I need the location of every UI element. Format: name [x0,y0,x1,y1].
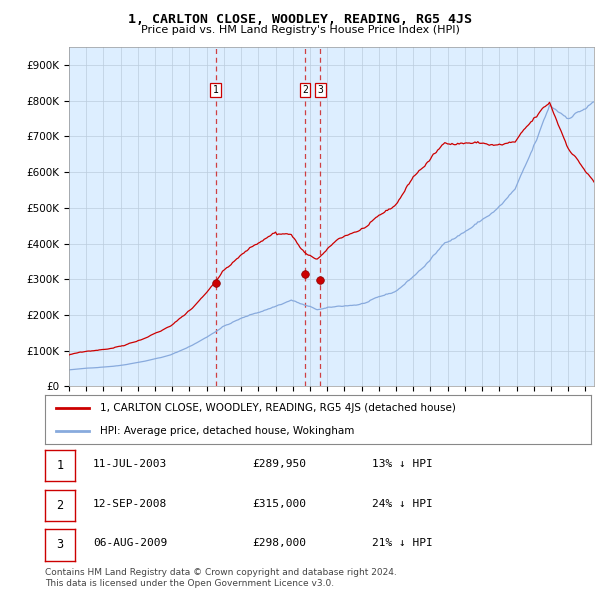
Text: Price paid vs. HM Land Registry's House Price Index (HPI): Price paid vs. HM Land Registry's House … [140,25,460,35]
Text: 2: 2 [56,499,64,512]
Text: £315,000: £315,000 [252,499,306,509]
Text: 3: 3 [56,538,64,552]
Text: 2: 2 [302,85,308,95]
Text: 06-AUG-2009: 06-AUG-2009 [93,539,167,548]
Text: 24% ↓ HPI: 24% ↓ HPI [372,499,433,509]
Text: 13% ↓ HPI: 13% ↓ HPI [372,459,433,468]
Text: This data is licensed under the Open Government Licence v3.0.: This data is licensed under the Open Gov… [45,579,334,588]
Text: 1: 1 [56,458,64,472]
Text: 1, CARLTON CLOSE, WOODLEY, READING, RG5 4JS: 1, CARLTON CLOSE, WOODLEY, READING, RG5 … [128,13,472,26]
Text: 11-JUL-2003: 11-JUL-2003 [93,459,167,468]
Text: 1, CARLTON CLOSE, WOODLEY, READING, RG5 4JS (detached house): 1, CARLTON CLOSE, WOODLEY, READING, RG5 … [100,404,455,414]
Text: 12-SEP-2008: 12-SEP-2008 [93,499,167,509]
Text: HPI: Average price, detached house, Wokingham: HPI: Average price, detached house, Woki… [100,425,354,435]
Text: 1: 1 [213,85,219,95]
Text: 21% ↓ HPI: 21% ↓ HPI [372,539,433,548]
Text: 3: 3 [317,85,323,95]
Text: £298,000: £298,000 [252,539,306,548]
Text: £289,950: £289,950 [252,459,306,468]
Text: Contains HM Land Registry data © Crown copyright and database right 2024.: Contains HM Land Registry data © Crown c… [45,568,397,576]
